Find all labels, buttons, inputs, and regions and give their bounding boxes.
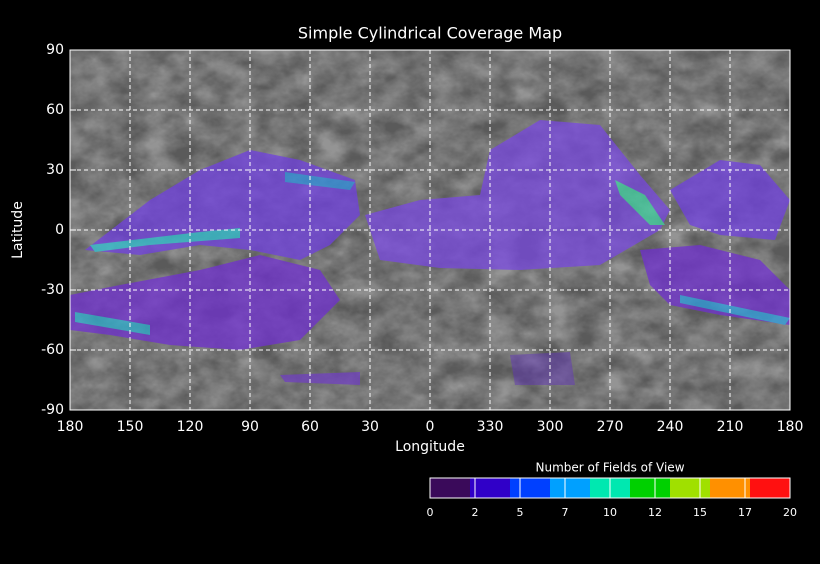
x-tick-label: 240	[657, 419, 684, 435]
y-tick-label: -90	[41, 402, 64, 418]
y-tick-label: 0	[55, 222, 64, 238]
coverage-band	[615, 180, 665, 225]
x-tick-label: 120	[177, 419, 204, 435]
map-title: Simple Cylindrical Coverage Map	[298, 24, 562, 43]
x-tick-label: 150	[117, 419, 144, 435]
colorbar-tick-label: 2	[472, 506, 479, 519]
coverage-band	[285, 172, 355, 190]
coverage-region	[365, 120, 670, 270]
colorbar-tick-label: 20	[783, 506, 797, 519]
coverage-band	[90, 228, 240, 252]
x-tick-label: 300	[537, 419, 564, 435]
x-axis-label: Longitude	[395, 439, 465, 455]
colorbar-segment	[430, 478, 471, 498]
x-tick-label: 30	[361, 419, 379, 435]
colorbar-title: Number of Fields of View	[535, 461, 684, 475]
colorbar-segment	[670, 478, 711, 498]
coverage-band	[75, 312, 150, 335]
y-tick-label: 90	[46, 42, 64, 58]
colorbar-segment	[710, 478, 751, 498]
colorbar-segment	[630, 478, 671, 498]
coverage-region	[510, 352, 575, 385]
colorbar-segment	[550, 478, 591, 498]
y-axis-label: Latitude	[10, 201, 26, 259]
y-tick-label: -30	[41, 282, 64, 298]
x-tick-label: 0	[426, 419, 435, 435]
colorbar-segment	[470, 478, 511, 498]
coverage-region	[640, 245, 790, 325]
x-tick-label: 90	[241, 419, 259, 435]
colorbar-segment	[510, 478, 551, 498]
x-tick-label: 180	[57, 419, 84, 435]
x-tick-label: 330	[477, 419, 504, 435]
x-tick-label: 180	[777, 419, 804, 435]
colorbar-tick-label: 15	[693, 506, 707, 519]
colorbar-tick-label: 5	[517, 506, 524, 519]
y-tick-label: 30	[46, 162, 64, 178]
colorbar-segment	[750, 478, 791, 498]
colorbar-tick-label: 7	[562, 506, 569, 519]
colorbar-tick-label: 17	[738, 506, 752, 519]
colorbar-tick-label: 12	[648, 506, 662, 519]
colorbar-tick-label: 10	[603, 506, 617, 519]
x-tick-label: 270	[597, 419, 624, 435]
coverage-band	[680, 295, 790, 325]
x-tick-label: 60	[301, 419, 319, 435]
y-tick-label: -60	[41, 342, 64, 358]
x-tick-label: 210	[717, 419, 744, 435]
y-tick-label: 60	[46, 102, 64, 118]
colorbar-tick-label: 0	[427, 506, 434, 519]
coverage-region	[280, 372, 360, 385]
